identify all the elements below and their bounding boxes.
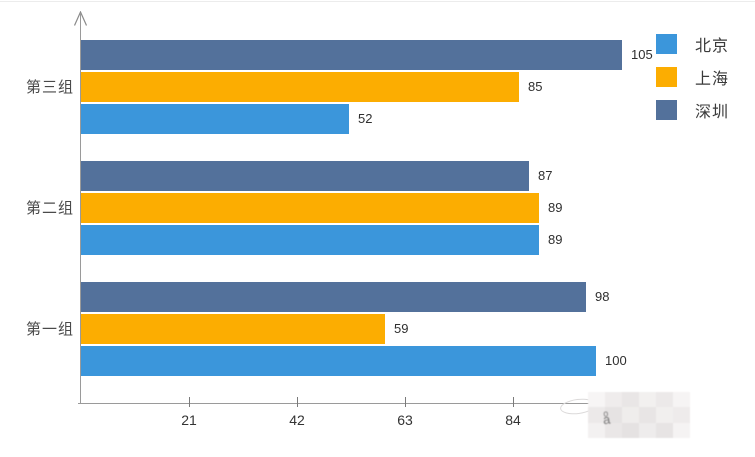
- value-label: 59: [394, 321, 409, 336]
- category-label-group3: 第三组: [25, 79, 74, 96]
- legend-item-shenzhen[interactable]: 深圳: [656, 100, 730, 121]
- legend-label: 深圳: [695, 104, 730, 121]
- legend-label: 北京: [695, 38, 730, 55]
- value-label: 85: [528, 79, 543, 94]
- value-label: 52: [358, 111, 373, 126]
- bar-深圳-第一组[interactable]: [81, 282, 586, 312]
- bar-北京-第三组[interactable]: [81, 104, 349, 134]
- value-label: 105: [631, 47, 653, 62]
- legend-item-beijing[interactable]: 北京: [656, 34, 730, 55]
- bar-上海-第三组[interactable]: [81, 72, 519, 102]
- value-label: 89: [548, 232, 563, 247]
- watermark-mosaic: [588, 392, 690, 438]
- y-axis-arrow: [74, 11, 87, 26]
- x-axis-tick-label: 63: [397, 412, 413, 428]
- legend-item-shanghai[interactable]: 上海: [656, 67, 730, 88]
- category-label-group2: 第二组: [25, 200, 74, 217]
- legend: 北京 上海 深圳: [656, 34, 729, 133]
- x-axis-line: [78, 403, 594, 404]
- bar-上海-第一组[interactable]: [81, 314, 385, 344]
- category-label-group1: 第一组: [25, 321, 74, 338]
- x-axis-tick: [513, 397, 514, 407]
- x-axis-tick: [189, 397, 190, 407]
- illegible-glyph: aͦ: [602, 411, 611, 428]
- bar-深圳-第三组[interactable]: [81, 40, 622, 70]
- x-axis-tick-label: 42: [289, 412, 305, 428]
- bar-深圳-第二组[interactable]: [81, 161, 529, 191]
- bar-上海-第二组[interactable]: [81, 193, 539, 223]
- x-axis-tick-label: 84: [505, 412, 521, 428]
- value-label: 100: [605, 353, 627, 368]
- legend-swatch-shenzhen: [656, 100, 677, 120]
- x-axis-tick-label: 21: [181, 412, 197, 428]
- value-label: 89: [548, 200, 563, 215]
- x-axis-tick: [297, 397, 298, 407]
- bar-北京-第一组[interactable]: [81, 346, 596, 376]
- x-axis-tick: [405, 397, 406, 407]
- value-label: 87: [538, 168, 553, 183]
- value-label: 98: [595, 289, 610, 304]
- legend-swatch-beijing: [656, 34, 677, 54]
- y-axis-line: [80, 14, 81, 404]
- bar-北京-第二组[interactable]: [81, 225, 539, 255]
- legend-label: 上海: [695, 71, 730, 88]
- legend-swatch-shanghai: [656, 67, 677, 87]
- top-border: [0, 1, 755, 2]
